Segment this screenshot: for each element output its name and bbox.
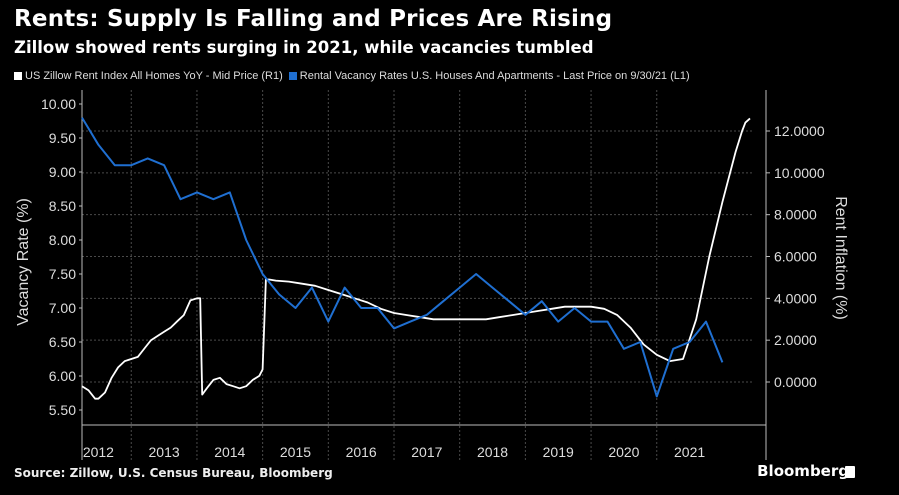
y-tick-label-right: 8.0000 <box>774 207 817 223</box>
x-tick-label: 2013 <box>149 444 180 460</box>
x-tick-label: 2014 <box>214 444 245 460</box>
y-tick-label-right: 12.0000 <box>774 123 825 139</box>
legend-swatch-rent <box>14 72 22 80</box>
vacancy-rate-line <box>81 117 724 398</box>
y-tick-label-left: 8.50 <box>49 198 76 214</box>
brand-logo-text: Bloomberg <box>757 462 849 480</box>
chart-legend: US Zillow Rent Index All Homes YoY - Mid… <box>14 70 696 82</box>
y-axis-label-left: Vacancy Rate (%) <box>15 198 32 326</box>
y-tick-label-right: 6.0000 <box>774 249 817 265</box>
y-tick-label-left: 9.00 <box>49 164 76 180</box>
x-tick-label: 2021 <box>674 444 705 460</box>
y-axis-label-right: Rent Inflation (%) <box>832 196 849 320</box>
y-tick-label-left: 5.50 <box>49 402 76 418</box>
x-tick-label: 2016 <box>346 444 377 460</box>
legend-swatch-vacancy <box>288 72 297 80</box>
chart-title: Rents: Supply Is Falling and Prices Are … <box>14 6 613 32</box>
y-tick-label-right: 0.0000 <box>774 374 817 390</box>
y-tick-label-left: 10.00 <box>41 96 76 112</box>
y-tick-label-left: 9.50 <box>49 130 76 146</box>
series-lines <box>81 117 751 400</box>
x-tick-label: 2012 <box>83 444 114 460</box>
bloomberg-terminal-icon <box>845 466 855 478</box>
tick-labels: 10.00 9.50 9.00 8.50 8.00 7.50 7.00 6.50 6.00 5.5… <box>41 96 825 460</box>
axes <box>79 90 770 460</box>
y-tick-label-left: 6.00 <box>49 368 76 384</box>
x-tick-label: 2019 <box>543 444 574 460</box>
legend-item-vacancy: Rental Vacancy Rates U.S. Houses And Apa… <box>288 70 690 82</box>
legend-label-vacancy: Rental Vacancy Rates U.S. Houses And Apa… <box>299 70 690 82</box>
rent-index-line <box>81 117 751 400</box>
y-tick-label-left: 8.00 <box>49 232 76 248</box>
x-tick-label: 2015 <box>280 444 311 460</box>
legend-label-rent: US Zillow Rent Index All Homes YoY - Mid… <box>25 70 283 82</box>
y-tick-label-right: 4.0000 <box>774 290 817 306</box>
legend-item-rent: US Zillow Rent Index All Homes YoY - Mid… <box>14 70 283 82</box>
y-tick-label-left: 7.50 <box>49 266 76 282</box>
y-tick-label-right: 2.0000 <box>774 332 817 348</box>
source-note: Source: Zillow, U.S. Census Bureau, Bloo… <box>14 466 333 480</box>
y-tick-label-left: 6.50 <box>49 334 76 350</box>
x-tick-label: 2020 <box>608 444 639 460</box>
x-tick-label: 2017 <box>411 444 442 460</box>
chart-subtitle: Zillow showed rents surging in 2021, whi… <box>14 38 594 57</box>
grid-lines <box>82 90 752 460</box>
y-tick-label-left: 7.00 <box>49 300 76 316</box>
y-tick-label-right: 10.0000 <box>774 165 825 181</box>
x-tick-label: 2018 <box>477 444 508 460</box>
